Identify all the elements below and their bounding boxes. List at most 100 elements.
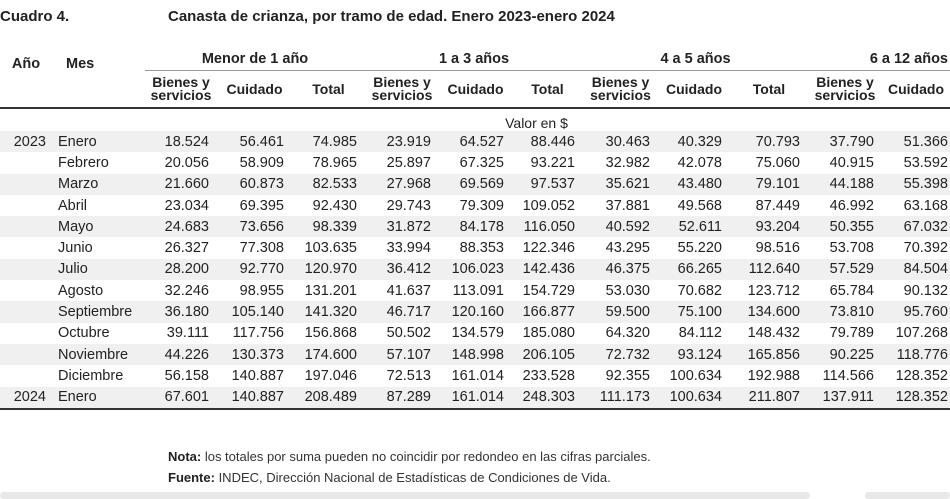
value-cell: 46.717 bbox=[365, 301, 439, 323]
value-cell: 77.308 bbox=[239, 240, 284, 257]
source: Fuente: INDEC, Dirección Nacional de Est… bbox=[168, 470, 611, 485]
value-cell: 82.533 bbox=[292, 173, 365, 195]
value-cell: 53.030 bbox=[605, 282, 650, 299]
value-cell: 111.173 bbox=[583, 386, 658, 410]
value-cell: 57.529 bbox=[808, 258, 882, 281]
value-cell: 64.527 bbox=[439, 131, 512, 153]
month-cell: Marzo bbox=[52, 173, 145, 195]
note-text: los totales por suma pueden no coincidir… bbox=[201, 449, 651, 464]
header-care: Cuidado bbox=[439, 70, 512, 109]
value-cell: 37.881 bbox=[605, 197, 650, 214]
value-cell: 26.327 bbox=[164, 240, 209, 257]
value-cell: 106.023 bbox=[439, 258, 512, 281]
value-cell: 49.568 bbox=[677, 197, 722, 214]
value-cell: 25.897 bbox=[386, 154, 431, 171]
value-cell: 87.449 bbox=[755, 197, 800, 214]
value-cell: 100.634 bbox=[658, 386, 730, 410]
month-cell: Enero bbox=[52, 131, 145, 153]
table-row: Junio 26.327 77.308 103.635 33.994 88.353 122.… bbox=[0, 237, 950, 258]
year-cell: 2023 bbox=[0, 131, 52, 153]
table-row: Febrero 20.056 58.909 78.965 25.897 67.325 93.… bbox=[0, 152, 950, 173]
value-cell: 174.600 bbox=[292, 343, 365, 366]
value-cell: 33.994 bbox=[386, 240, 431, 257]
month-cell: Julio bbox=[52, 258, 145, 281]
table-row: Octubre 39.111 117.756 156.868 50.502 134.579… bbox=[0, 323, 950, 344]
value-cell: 55.398 bbox=[882, 173, 950, 195]
value-cell: 24.683 bbox=[145, 216, 217, 238]
value-cell: 185.080 bbox=[522, 325, 575, 342]
value-cell: 73.656 bbox=[217, 216, 292, 238]
value-cell: 29.743 bbox=[386, 197, 431, 214]
value-cell: 141.320 bbox=[292, 301, 365, 323]
table-row: Noviembre 44.226 130.373 174.600 57.107 148.9… bbox=[0, 343, 950, 366]
value-cell: 130.373 bbox=[217, 343, 292, 366]
header-care: Cuidado bbox=[658, 70, 730, 109]
value-cell: 92.430 bbox=[312, 197, 357, 214]
table-caption: Canasta de crianza, por tramo de edad. E… bbox=[168, 8, 615, 25]
value-cell: 114.566 bbox=[822, 367, 874, 384]
value-cell: 65.784 bbox=[829, 282, 874, 299]
year-cell bbox=[0, 152, 52, 173]
bottom-panel bbox=[865, 492, 950, 499]
value-cell: 67.325 bbox=[459, 154, 504, 171]
table-body: 2023 Enero 18.524 56.461 74.985 23.919 64.527 8… bbox=[0, 131, 950, 410]
header-care: Cuidado bbox=[882, 70, 950, 109]
value-cell: 134.600 bbox=[730, 301, 808, 323]
value-cell: 140.887 bbox=[217, 386, 292, 410]
month-cell: Mayo bbox=[52, 216, 145, 238]
value-cell: 46.992 bbox=[829, 197, 874, 214]
value-cell: 50.502 bbox=[386, 325, 431, 342]
value-cell: 63.168 bbox=[903, 197, 948, 214]
value-cell: 166.877 bbox=[512, 301, 583, 323]
year-cell bbox=[0, 216, 52, 238]
value-cell: 72.732 bbox=[583, 343, 658, 366]
value-cell: 31.872 bbox=[365, 216, 439, 238]
header-month: Mes bbox=[52, 48, 145, 109]
bottom-panel bbox=[0, 492, 810, 499]
header-goods: Bienes y servicios bbox=[145, 70, 217, 109]
value-cell: 197.046 bbox=[304, 367, 357, 384]
year-cell bbox=[0, 343, 52, 366]
value-cell: 192.988 bbox=[747, 367, 800, 384]
value-cell: 113.091 bbox=[452, 282, 504, 299]
value-cell: 87.289 bbox=[365, 386, 439, 410]
value-cell: 60.873 bbox=[217, 173, 292, 195]
value-cell: 44.226 bbox=[145, 343, 217, 366]
value-cell: 84.504 bbox=[882, 258, 950, 281]
value-cell: 109.052 bbox=[522, 197, 575, 214]
value-cell: 117.756 bbox=[232, 325, 284, 342]
table-row: 2024 Enero 67.601 140.887 208.489 87.289 161.0… bbox=[0, 386, 950, 410]
value-cell: 97.537 bbox=[512, 173, 583, 195]
value-cell: 44.188 bbox=[808, 173, 882, 195]
month-cell: Agosto bbox=[58, 282, 104, 299]
value-cell: 148.432 bbox=[747, 325, 800, 342]
value-cell: 53.708 bbox=[829, 240, 874, 257]
value-cell: 64.320 bbox=[605, 325, 650, 342]
value-cell: 75.100 bbox=[658, 301, 730, 323]
header-group-under-1: Menor de 1 año bbox=[145, 48, 365, 71]
value-cell: 118.776 bbox=[882, 343, 950, 366]
value-cell: 21.660 bbox=[145, 173, 217, 195]
month-cell: Octubre bbox=[58, 325, 110, 342]
month-cell: Noviembre bbox=[52, 343, 145, 366]
value-cell: 137.911 bbox=[808, 386, 882, 410]
year-cell bbox=[0, 365, 52, 386]
value-cell: 40.915 bbox=[829, 154, 874, 171]
value-cell: 43.480 bbox=[658, 173, 730, 195]
value-cell: 107.268 bbox=[895, 325, 948, 342]
table-row: Agosto 32.246 98.955 131.201 41.637 113.091 15… bbox=[0, 280, 950, 301]
value-cell: 40.592 bbox=[583, 216, 658, 238]
value-cell: 88.353 bbox=[459, 240, 504, 257]
value-cell: 165.856 bbox=[730, 343, 808, 366]
value-cell: 93.221 bbox=[530, 154, 575, 171]
value-cell: 128.352 bbox=[895, 367, 948, 384]
table-row: Abril 23.034 69.395 92.430 29.743 79.309 109.0… bbox=[0, 195, 950, 216]
header-total: Total bbox=[512, 70, 583, 109]
header-total: Total bbox=[292, 70, 365, 109]
value-cell: 95.760 bbox=[882, 301, 950, 323]
month-cell: Febrero bbox=[58, 154, 109, 171]
data-table: Año Mes Menor de 1 año 1 a 3 años 4 a 5 … bbox=[0, 48, 950, 410]
value-cell: 79.309 bbox=[459, 197, 504, 214]
value-cell: 120.160 bbox=[439, 301, 512, 323]
header-total: Total bbox=[730, 70, 808, 109]
